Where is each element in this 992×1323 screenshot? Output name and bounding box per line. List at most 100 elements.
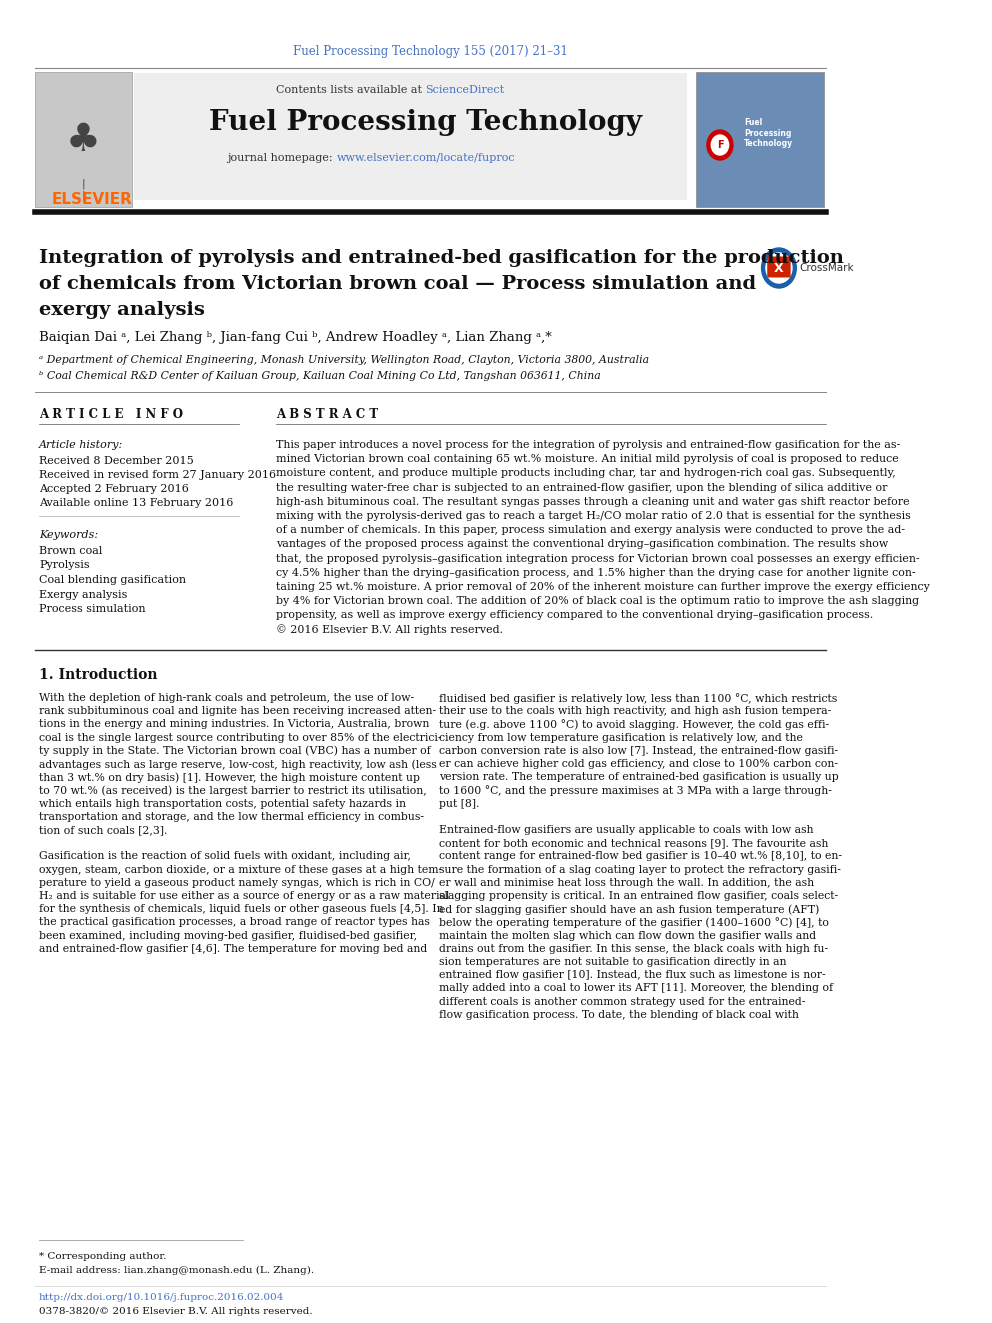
Text: and entrained-flow gasifier [4,6]. The temperature for moving bed and: and entrained-flow gasifier [4,6]. The t… [39, 943, 428, 954]
Text: their use to the coals with high reactivity, and high ash fusion tempera-: their use to the coals with high reactiv… [438, 706, 831, 716]
Text: maintain the molten slag which can flow down the gasifier walls and: maintain the molten slag which can flow … [438, 930, 816, 941]
Text: E-mail address: lian.zhang@monash.edu (L. Zhang).: E-mail address: lian.zhang@monash.edu (L… [39, 1266, 314, 1275]
Text: CrossMark: CrossMark [800, 263, 854, 273]
Text: fluidised bed gasifier is relatively low, less than 1100 °C, which restricts: fluidised bed gasifier is relatively low… [438, 693, 837, 704]
Text: sure the formation of a slag coating layer to protect the refractory gasifi-: sure the formation of a slag coating lay… [438, 865, 841, 875]
Text: of chemicals from Victorian brown coal — Process simulation and: of chemicals from Victorian brown coal —… [39, 275, 756, 292]
Circle shape [766, 253, 792, 283]
Text: by 4% for Victorian brown coal. The addition of 20% of black coal is the optimum: by 4% for Victorian brown coal. The addi… [276, 597, 919, 606]
Text: |
|: | | [81, 179, 85, 201]
Text: sion temperatures are not suitable to gasification directly in an: sion temperatures are not suitable to ga… [438, 957, 787, 967]
Text: ciency from low temperature gasification is relatively low, and the: ciency from low temperature gasification… [438, 733, 803, 742]
Text: ed for slagging gasifier should have an ash fusion temperature (AFT): ed for slagging gasifier should have an … [438, 904, 819, 914]
Text: er can achieve higher cold gas efficiency, and close to 100% carbon con-: er can achieve higher cold gas efficienc… [438, 759, 838, 769]
Text: This paper introduces a novel process for the integration of pyrolysis and entra: This paper introduces a novel process fo… [276, 441, 900, 450]
Text: content range for entrained-flow bed gasifier is 10–40 wt.% [8,10], to en-: content range for entrained-flow bed gas… [438, 852, 842, 861]
Text: Keywords:: Keywords: [39, 531, 98, 540]
Text: oxygen, steam, carbon dioxide, or a mixture of these gases at a high tem-: oxygen, steam, carbon dioxide, or a mixt… [39, 865, 442, 875]
Text: mixing with the pyrolysis-derived gas to reach a target H₂/CO molar ratio of 2.0: mixing with the pyrolysis-derived gas to… [276, 511, 911, 521]
Text: for the synthesis of chemicals, liquid fuels or other gaseous fuels [4,5]. In: for the synthesis of chemicals, liquid f… [39, 904, 443, 914]
Text: journal homepage:: journal homepage: [227, 153, 336, 163]
Text: Integration of pyrolysis and entrained-bed gasification for the production: Integration of pyrolysis and entrained-b… [39, 249, 844, 267]
Text: Brown coal: Brown coal [39, 546, 102, 556]
Text: er wall and minimise heat loss through the wall. In addition, the ash: er wall and minimise heat loss through t… [438, 877, 814, 888]
Text: drains out from the gasifier. In this sense, the black coals with high fu-: drains out from the gasifier. In this se… [438, 943, 828, 954]
Text: to 70 wt.% (as received) is the largest barrier to restrict its utilisation,: to 70 wt.% (as received) is the largest … [39, 786, 427, 796]
Circle shape [711, 135, 729, 155]
Text: http://dx.doi.org/10.1016/j.fuproc.2016.02.004: http://dx.doi.org/10.1016/j.fuproc.2016.… [39, 1293, 285, 1302]
Text: * Corresponding author.: * Corresponding author. [39, 1252, 167, 1261]
Text: Fuel Processing Technology: Fuel Processing Technology [208, 108, 642, 135]
Text: exergy analysis: exergy analysis [39, 302, 205, 319]
Text: Process simulation: Process simulation [39, 605, 146, 614]
Text: Available online 13 February 2016: Available online 13 February 2016 [39, 497, 233, 508]
Text: With the depletion of high-rank coals and petroleum, the use of low-: With the depletion of high-rank coals an… [39, 693, 414, 703]
Text: coal is the single largest source contributing to over 85% of the electrici-: coal is the single largest source contri… [39, 733, 441, 742]
Text: Article history:: Article history: [39, 441, 123, 450]
Text: Entrained-flow gasifiers are usually applicable to coals with low ash: Entrained-flow gasifiers are usually app… [438, 826, 813, 835]
Text: 0378-3820/© 2016 Elsevier B.V. All rights reserved.: 0378-3820/© 2016 Elsevier B.V. All right… [39, 1307, 312, 1316]
Text: 1. Introduction: 1. Introduction [39, 668, 158, 681]
Text: put [8].: put [8]. [438, 799, 479, 808]
Text: Pyrolysis: Pyrolysis [39, 561, 89, 570]
Text: that, the proposed pyrolysis–gasification integration process for Victorian brow: that, the proposed pyrolysis–gasificatio… [276, 553, 920, 564]
Text: below the operating temperature of the gasifier (1400–1600 °C) [4], to: below the operating temperature of the g… [438, 917, 828, 929]
Circle shape [707, 130, 733, 160]
Text: ScienceDirect: ScienceDirect [425, 85, 504, 95]
Text: different coals is another common strategy used for the entrained-: different coals is another common strate… [438, 996, 806, 1007]
Text: flow gasification process. To date, the blending of black coal with: flow gasification process. To date, the … [438, 1009, 799, 1020]
Text: the resulting water-free char is subjected to an entrained-flow gasifier, upon t: the resulting water-free char is subject… [276, 483, 887, 492]
Text: slagging propensity is critical. In an entrained flow gasifier, coals select-: slagging propensity is critical. In an e… [438, 890, 838, 901]
Circle shape [762, 247, 797, 288]
Text: Fuel Processing Technology 155 (2017) 21–31: Fuel Processing Technology 155 (2017) 21… [293, 45, 567, 58]
Text: mined Victorian brown coal containing 65 wt.% moisture. An initial mild pyrolysi: mined Victorian brown coal containing 65… [276, 454, 899, 464]
Text: version rate. The temperature of entrained-bed gasification is usually up: version rate. The temperature of entrain… [438, 773, 838, 782]
Text: than 3 wt.% on dry basis) [1]. However, the high moisture content up: than 3 wt.% on dry basis) [1]. However, … [39, 773, 420, 783]
Text: Coal blending gasification: Coal blending gasification [39, 576, 186, 585]
Text: X: X [774, 262, 784, 274]
Text: www.elsevier.com/locate/fuproc: www.elsevier.com/locate/fuproc [336, 153, 515, 163]
Text: A R T I C L E   I N F O: A R T I C L E I N F O [39, 407, 184, 421]
Text: of a number of chemicals. In this paper, process simulation and exergy analysis : of a number of chemicals. In this paper,… [276, 525, 905, 536]
Text: to 1600 °C, and the pressure maximises at 3 MPa with a large through-: to 1600 °C, and the pressure maximises a… [438, 786, 831, 796]
Text: ᵃ Department of Chemical Engineering, Monash University, Wellington Road, Clayto: ᵃ Department of Chemical Engineering, Mo… [39, 355, 649, 365]
FancyBboxPatch shape [767, 257, 791, 278]
Text: vantages of the proposed process against the conventional drying–gasification co: vantages of the proposed process against… [276, 540, 888, 549]
FancyBboxPatch shape [695, 71, 824, 206]
FancyBboxPatch shape [35, 71, 132, 206]
Text: tion of such coals [2,3].: tion of such coals [2,3]. [39, 826, 168, 835]
Text: ty supply in the State. The Victorian brown coal (VBC) has a number of: ty supply in the State. The Victorian br… [39, 746, 431, 757]
Text: high-ash bituminous coal. The resultant syngas passes through a cleaning unit an: high-ash bituminous coal. The resultant … [276, 497, 910, 507]
Text: Accepted 2 February 2016: Accepted 2 February 2016 [39, 484, 188, 493]
Text: Baiqian Dai ᵃ, Lei Zhang ᵇ, Jian-fang Cui ᵇ, Andrew Hoadley ᵃ, Lian Zhang ᵃ,*: Baiqian Dai ᵃ, Lei Zhang ᵇ, Jian-fang Cu… [39, 332, 552, 344]
Text: Received in revised form 27 January 2016: Received in revised form 27 January 2016 [39, 470, 276, 480]
Text: ture (e.g. above 1100 °C) to avoid slagging. However, the cold gas effi-: ture (e.g. above 1100 °C) to avoid slagg… [438, 720, 829, 730]
Text: ♣: ♣ [65, 120, 101, 159]
Text: advantages such as large reserve, low-cost, high reactivity, low ash (less: advantages such as large reserve, low-co… [39, 759, 436, 770]
Text: taining 25 wt.% moisture. A prior removal of 20% of the inherent moisture can fu: taining 25 wt.% moisture. A prior remova… [276, 582, 930, 591]
Text: Received 8 December 2015: Received 8 December 2015 [39, 456, 193, 466]
Text: Fuel
Processing
Technology: Fuel Processing Technology [744, 118, 794, 148]
Text: Gasification is the reaction of solid fuels with oxidant, including air,: Gasification is the reaction of solid fu… [39, 852, 411, 861]
Text: mally added into a coal to lower its AFT [11]. Moreover, the blending of: mally added into a coal to lower its AFT… [438, 983, 833, 994]
Text: transportation and storage, and the low thermal efficiency in combus-: transportation and storage, and the low … [39, 812, 424, 822]
Text: rank subbituminous coal and lignite has been receiving increased atten-: rank subbituminous coal and lignite has … [39, 706, 436, 716]
Text: cy 4.5% higher than the drying–gasification process, and 1.5% higher than the dr: cy 4.5% higher than the drying–gasificat… [276, 568, 916, 578]
Text: © 2016 Elsevier B.V. All rights reserved.: © 2016 Elsevier B.V. All rights reserved… [276, 624, 503, 635]
Text: Contents lists available at: Contents lists available at [276, 85, 425, 95]
Text: propensity, as well as improve exergy efficiency compared to the conventional dr: propensity, as well as improve exergy ef… [276, 610, 873, 620]
FancyBboxPatch shape [135, 73, 687, 200]
Text: ELSEVIER: ELSEVIER [52, 193, 133, 208]
Text: A B S T R A C T: A B S T R A C T [276, 407, 378, 421]
Text: the practical gasification processes, a broad range of reactor types has: the practical gasification processes, a … [39, 917, 430, 927]
Text: entrained flow gasifier [10]. Instead, the flux such as limestone is nor-: entrained flow gasifier [10]. Instead, t… [438, 970, 825, 980]
Text: H₂ and is suitable for use either as a source of energy or as a raw material: H₂ and is suitable for use either as a s… [39, 890, 449, 901]
Text: ᵇ Coal Chemical R&D Center of Kailuan Group, Kailuan Coal Mining Co Ltd, Tangsha: ᵇ Coal Chemical R&D Center of Kailuan Gr… [39, 370, 601, 381]
Text: which entails high transportation costs, potential safety hazards in: which entails high transportation costs,… [39, 799, 406, 808]
Text: content for both economic and technical reasons [9]. The favourite ash: content for both economic and technical … [438, 839, 828, 848]
Text: tions in the energy and mining industries. In Victoria, Australia, brown: tions in the energy and mining industrie… [39, 720, 430, 729]
Text: been examined, including moving-bed gasifier, fluidised-bed gasifier,: been examined, including moving-bed gasi… [39, 930, 418, 941]
Text: F: F [716, 140, 723, 149]
Text: moisture content, and produce multiple products including char, tar and hydrogen: moisture content, and produce multiple p… [276, 468, 896, 479]
Text: carbon conversion rate is also low [7]. Instead, the entrained-flow gasifi-: carbon conversion rate is also low [7]. … [438, 746, 838, 755]
